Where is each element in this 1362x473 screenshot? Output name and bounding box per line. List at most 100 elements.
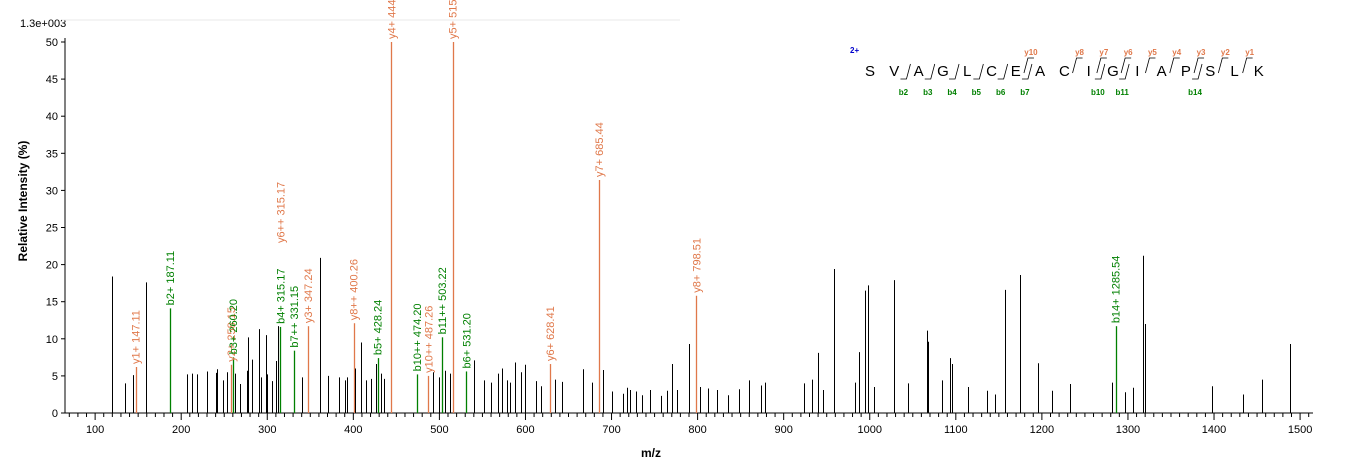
peak-annotation: b2+ 187.11 — [165, 251, 177, 306]
b-ion-break — [1119, 63, 1130, 80]
b-ion-label: b5 — [972, 88, 982, 97]
y-ion-break — [1145, 57, 1156, 74]
x-tick-label: 1100 — [944, 424, 968, 436]
y-ion-label: y3 — [1197, 48, 1206, 57]
peak-annotation: y10++ 487.26 — [423, 306, 435, 373]
y-tick-label: 10 — [46, 334, 58, 346]
charge-state: 2+ — [850, 46, 859, 55]
peak-annotation: b14+ 1285.54 — [1111, 256, 1123, 324]
y-axis: 0 5 10 15 20 25 30 35 40 45 50 — [46, 37, 66, 420]
intensity-scale-label: 1.3e+003 — [20, 18, 66, 30]
b-ion-label: b14 — [1188, 88, 1202, 97]
peak-annotation: y3+ 347.24 — [303, 268, 315, 323]
peak-annotation: y8++ 400.26 — [349, 259, 361, 320]
peak-annotation: b7++ 331.15 — [289, 286, 301, 348]
x-tick-label: 700 — [602, 424, 620, 436]
y-ion-label: y8 — [1075, 48, 1084, 57]
y-ion-label: y1 — [1245, 48, 1254, 57]
peak-annotation: y4+ 444.2 — [386, 0, 398, 39]
y-tick-label: 30 — [46, 185, 58, 197]
y-tick-label: 5 — [52, 371, 58, 383]
peak-annotation: y1+ 147.11 — [131, 310, 143, 364]
sequence-residue: S — [1205, 63, 1215, 80]
sequence-residue: A — [1157, 63, 1167, 80]
y-ion-label: y10 — [1024, 48, 1038, 57]
sequence-residue: L — [1230, 63, 1238, 80]
sequence-residue: I — [1135, 63, 1139, 80]
x-tick-label: 200 — [172, 424, 190, 436]
b-ion-break — [949, 63, 960, 80]
peak-annotation: y7+ 685.44 — [594, 122, 606, 177]
sequence-residue: L — [963, 63, 971, 80]
sequence-residue: K — [1254, 63, 1264, 80]
y-tick-label: 40 — [46, 111, 58, 123]
peaks-layer — [112, 42, 1291, 413]
y-tick-label: 50 — [46, 37, 58, 49]
y-tick-label: 0 — [52, 408, 58, 420]
y-ion-break — [1120, 57, 1132, 74]
b-ion-break — [1021, 63, 1033, 80]
sequence-residue: I — [1087, 63, 1091, 80]
y-ion-break — [1193, 57, 1205, 74]
b-ion-label: b6 — [996, 88, 1006, 97]
peak-annotation: y5+ 515.3 — [448, 0, 460, 39]
b-ion-label: b11 — [1115, 88, 1129, 97]
sequence-residue: V — [889, 63, 899, 80]
b-ion-break — [900, 63, 911, 80]
y-ion-break — [1096, 57, 1107, 74]
sequence-residue: C — [1059, 63, 1070, 80]
y-ion-label: y2 — [1221, 48, 1230, 57]
y-ion-label: y4 — [1172, 48, 1181, 57]
x-tick-label: 1500 — [1288, 424, 1312, 436]
y-tick-label: 45 — [46, 74, 58, 86]
y-tick-label: 15 — [46, 297, 58, 309]
x-axis: 100 200 300 400 500 600 700 800 900 1000 1100 1200 1… — [65, 412, 1313, 436]
sequence-residue: P — [1181, 63, 1191, 80]
b-ion-break — [924, 63, 936, 80]
b-ion-label: b4 — [947, 88, 957, 97]
peak-annotation: b3+ 260.20 — [228, 299, 240, 354]
peak-annotation: y2+ 258.15 — [226, 307, 238, 362]
b-ion-label: b3 — [923, 88, 933, 97]
b-ion-break — [973, 63, 984, 80]
x-tick-label: 300 — [258, 424, 276, 436]
x-tick-label: 1200 — [1030, 424, 1054, 436]
x-axis-title: m/z — [641, 446, 661, 460]
peak-annotation: b4+ 315.17 — [275, 269, 287, 324]
x-tick-label: 500 — [430, 424, 448, 436]
y-ion-break — [1242, 57, 1253, 74]
sequence-residue: C — [986, 63, 997, 80]
peak-annotation: b10++ 474.20 — [412, 304, 424, 372]
x-tick-label: 100 — [86, 424, 104, 436]
y-ion-label: y5 — [1148, 48, 1157, 57]
peak-annotation: b5+ 428.24 — [373, 300, 385, 355]
b-ion-label: b2 — [899, 88, 909, 97]
x-tick-label: 800 — [688, 424, 706, 436]
peak-annotation: b6+ 531.20 — [461, 313, 473, 368]
y-ion-break — [1023, 57, 1034, 74]
peak-annotation: y6++ 315.17 — [275, 182, 287, 243]
y-tick-label: 25 — [46, 223, 58, 235]
y-ion-break — [1217, 57, 1229, 74]
x-tick-label: 600 — [516, 424, 534, 436]
peak-annotation: b11++ 503.22 — [437, 267, 449, 334]
peak-annotation: y6+ 628.41 — [545, 306, 557, 361]
b-ion-break — [1192, 63, 1203, 80]
b-ion-break — [1094, 63, 1106, 80]
sequence-residue: A — [914, 63, 924, 80]
y-ion-label: y7 — [1099, 48, 1108, 57]
y-ion-break — [1169, 57, 1180, 74]
b-ion-label: b7 — [1020, 88, 1030, 97]
sequence-residue: E — [1011, 63, 1021, 80]
b-ion-break — [997, 63, 1009, 80]
y-ion-label: y6 — [1124, 48, 1133, 57]
y-axis-title: Relative Intensity (%) — [16, 141, 30, 262]
b-ion-label: b10 — [1091, 88, 1105, 97]
x-tick-label: 900 — [774, 424, 792, 436]
sequence-residue: A — [1035, 63, 1045, 80]
sequence-residue: G — [937, 63, 949, 80]
y-tick-label: 20 — [46, 260, 58, 272]
